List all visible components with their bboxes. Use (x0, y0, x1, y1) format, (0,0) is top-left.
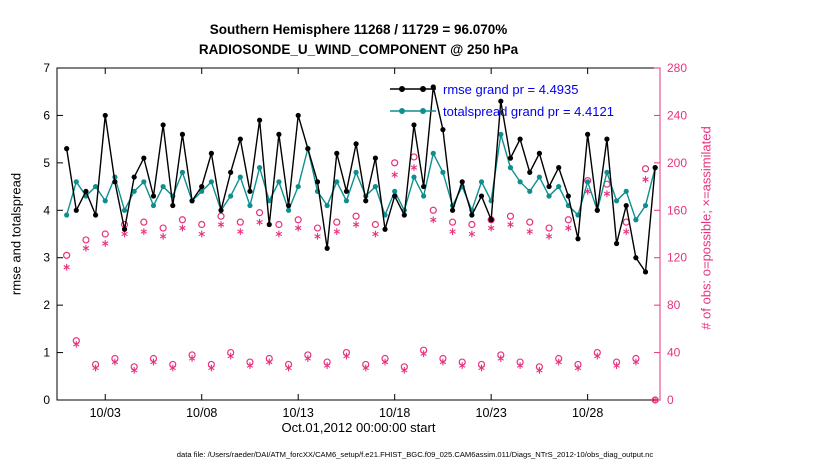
y-axis-label-left: rmse and totalspread (8, 172, 24, 296)
svg-text:280: 280 (667, 61, 687, 75)
totalspread-legend-marker (399, 108, 405, 114)
svg-text:4: 4 (43, 203, 50, 217)
rmse-series (64, 84, 658, 275)
legend-item-totalspread: totalspread grand pr = 4.4121 (390, 100, 614, 122)
svg-text:3: 3 (43, 251, 50, 265)
svg-text:120: 120 (667, 251, 687, 265)
svg-text:10/28: 10/28 (572, 406, 603, 420)
data-file-caption: data file: /Users/raeder/DAI/ATM_forcXX/… (176, 450, 654, 459)
svg-text:1: 1 (43, 346, 50, 360)
svg-text:7: 7 (43, 61, 50, 75)
legend: rmse grand pr = 4.4935 totalspread grand… (390, 78, 614, 122)
totalspread-legend-swatch (390, 108, 436, 114)
svg-text:10/23: 10/23 (476, 406, 507, 420)
rmse-legend-marker (399, 86, 405, 92)
totalspread-legend-label: totalspread grand pr = 4.4121 (443, 103, 614, 119)
rmse-legend-label: rmse grand pr = 4.4935 (443, 81, 579, 97)
rmse-legend-marker (420, 86, 426, 92)
svg-text:80: 80 (667, 298, 681, 312)
axes-frame (56, 67, 661, 401)
svg-text:0: 0 (43, 393, 50, 407)
svg-text:5: 5 (43, 156, 50, 170)
y-axis-right: 0 40 80 120 160 200 240 280 (654, 61, 687, 407)
svg-text:40: 40 (667, 346, 681, 360)
y-axis-left: 0 1 2 3 4 5 6 7 (43, 61, 63, 407)
totalspread-legend-marker (420, 108, 426, 114)
svg-text:2: 2 (43, 298, 50, 312)
assimilated_obs-series (63, 164, 659, 404)
svg-text:160: 160 (667, 203, 687, 217)
svg-text:10/03: 10/03 (90, 406, 121, 420)
totalspread-series (64, 131, 658, 223)
title-line-2: RADIOSONDE_U_WIND_COMPONENT @ 250 hPa (198, 42, 519, 57)
svg-text:10/13: 10/13 (283, 406, 314, 420)
svg-text:10/18: 10/18 (379, 406, 410, 420)
svg-text:240: 240 (667, 108, 687, 122)
svg-text:200: 200 (667, 156, 687, 170)
rmse-legend-swatch (390, 86, 436, 92)
svg-text:6: 6 (43, 108, 50, 122)
x-axis-label: Oct.01,2012 00:00:00 start (281, 420, 436, 435)
svg-text:0: 0 (667, 393, 674, 407)
legend-item-rmse: rmse grand pr = 4.4935 (390, 78, 614, 100)
x-axis: 10/03 10/08 10/13 10/18 10/23 10/28 (90, 68, 603, 420)
title-line-1: Southern Hemisphere 11268 / 11729 = 96.0… (209, 22, 508, 37)
y-axis-label-right: # of obs: o=possible; ×=assimilated (698, 126, 714, 330)
svg-text:10/08: 10/08 (186, 406, 217, 420)
